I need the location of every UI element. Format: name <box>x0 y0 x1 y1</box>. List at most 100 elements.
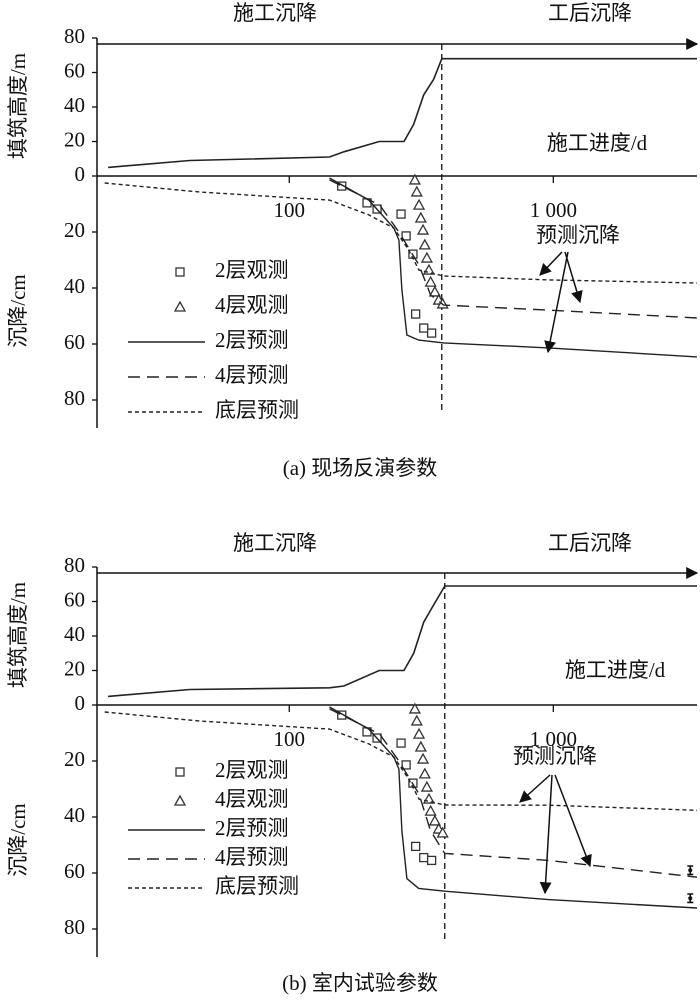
settlement-point <box>419 852 429 863</box>
settlement-line <box>329 708 698 878</box>
y-axis-label: 沉降/cm <box>6 274 30 348</box>
y-axis-label: 填筑高度/m <box>6 582 30 688</box>
annotation-arrow <box>554 774 592 868</box>
y-tick-label: 0 <box>75 691 86 715</box>
annotation: 预测沉降 <box>513 744 597 768</box>
y-tick-label: 60 <box>64 859 85 883</box>
settlement-point <box>408 702 421 714</box>
x-axis-label: 施工进度/d <box>547 131 648 155</box>
y-tick-label: 20 <box>64 127 85 151</box>
legend-label: 4层观测 <box>215 293 289 317</box>
settlement-point <box>420 780 433 792</box>
settlement-point <box>410 714 423 726</box>
settlement-point <box>410 309 421 319</box>
settlement-point <box>396 209 406 219</box>
settlement-line <box>104 711 698 811</box>
legend-label: 底层预测 <box>215 398 299 422</box>
y-tick-label: 0 <box>75 162 86 186</box>
caption: (a) 现场反演参数 <box>283 456 438 480</box>
y-tick-label: 20 <box>64 218 85 242</box>
y-tick-label: 40 <box>64 803 85 827</box>
legend-label: 2层观测 <box>215 258 289 282</box>
legend-label: 4层预测 <box>215 363 289 387</box>
settlement-point <box>426 855 437 866</box>
y-tick-label: 60 <box>64 58 85 82</box>
y-tick-label: 20 <box>64 656 85 680</box>
x-tick-label: 100 <box>274 727 306 751</box>
y-tick-label: 40 <box>64 93 85 117</box>
settlement-line <box>329 179 698 319</box>
settlement-line <box>329 177 698 358</box>
legend-label: 2层预测 <box>215 816 289 840</box>
panel: 施工沉降 工后沉降 0 20 40 60 80 20 40 60 80 100 1 000 填筑高度/m 沉… <box>6 1 699 480</box>
legend-label: 2层观测 <box>215 758 289 782</box>
x-axis-label: 施工进度/d <box>565 658 666 682</box>
settlement-point <box>420 251 433 263</box>
settlement-point <box>412 198 426 210</box>
settlement-point <box>424 804 437 816</box>
phase-label: 施工沉降 <box>233 531 317 555</box>
y-tick-label: 80 <box>64 553 85 577</box>
settlement-point <box>414 211 427 223</box>
y-tick-label: 80 <box>64 915 85 939</box>
settlement-point <box>418 238 431 250</box>
settlement-point <box>418 767 431 779</box>
settlement-line <box>104 182 698 284</box>
y-tick-label: 60 <box>64 330 85 354</box>
settlement-point <box>419 323 429 333</box>
annotation-arrow <box>544 251 569 354</box>
settlement-point <box>408 173 421 185</box>
settlement-point <box>426 328 437 338</box>
y-tick-label: 80 <box>64 24 85 48</box>
error-bar-point <box>688 868 693 873</box>
annotation-arrow <box>539 774 553 895</box>
settlement-point <box>416 752 430 764</box>
settlement-point <box>410 185 423 197</box>
panel: 施工沉降 工后沉降 0 20 40 60 80 20 40 60 80 100 1 000 填筑高度/m 沉… <box>6 531 699 995</box>
y-tick-label: 40 <box>64 274 85 298</box>
legend-label: 底层预测 <box>215 874 299 898</box>
legend-marker <box>175 767 185 777</box>
annotation-arrow <box>519 774 551 803</box>
y-tick-label: 60 <box>64 587 85 611</box>
settlement-point <box>424 275 437 287</box>
phase-label: 工后沉降 <box>548 1 632 25</box>
y-tick-label: 80 <box>64 386 85 410</box>
settlement-point <box>412 727 426 739</box>
legend-label: 4层预测 <box>215 845 289 869</box>
y-tick-label: 40 <box>64 622 85 646</box>
settlement-point <box>396 738 406 748</box>
annotation-arrow <box>564 251 583 304</box>
caption: (b) 室内试验参数 <box>282 971 438 995</box>
legend-label: 2层预测 <box>215 328 289 352</box>
phase-label: 施工沉降 <box>233 1 317 25</box>
settlement-point <box>401 760 411 770</box>
legend-marker <box>173 794 187 806</box>
legend-marker <box>173 300 187 312</box>
settlement-line <box>329 706 698 909</box>
fill-line <box>108 57 697 169</box>
error-bar-point <box>688 896 693 901</box>
annotation-arrow <box>539 251 563 276</box>
legend-marker <box>175 267 185 277</box>
x-tick-label: 100 <box>274 198 306 222</box>
y-axis-label: 沉降/cm <box>6 803 30 877</box>
settlement-point <box>436 826 449 838</box>
settlement-point <box>416 223 430 235</box>
legend-label: 4层观测 <box>215 787 289 811</box>
settlement-point <box>410 841 421 852</box>
fill-line <box>108 585 697 698</box>
phase-label: 工后沉降 <box>548 531 632 555</box>
settlement-point <box>401 231 411 241</box>
settlement-point <box>337 710 347 720</box>
settlement-point <box>414 740 427 752</box>
settlement-point <box>428 285 441 297</box>
y-tick-label: 20 <box>64 747 85 771</box>
x-tick-label: 1 000 <box>530 198 577 222</box>
x-tick-label: 1 000 <box>530 727 577 751</box>
settlement-point <box>428 814 441 826</box>
y-axis-label: 填筑高度/m <box>6 53 30 159</box>
settlement-point <box>337 181 347 191</box>
annotation: 预测沉降 <box>536 223 620 247</box>
